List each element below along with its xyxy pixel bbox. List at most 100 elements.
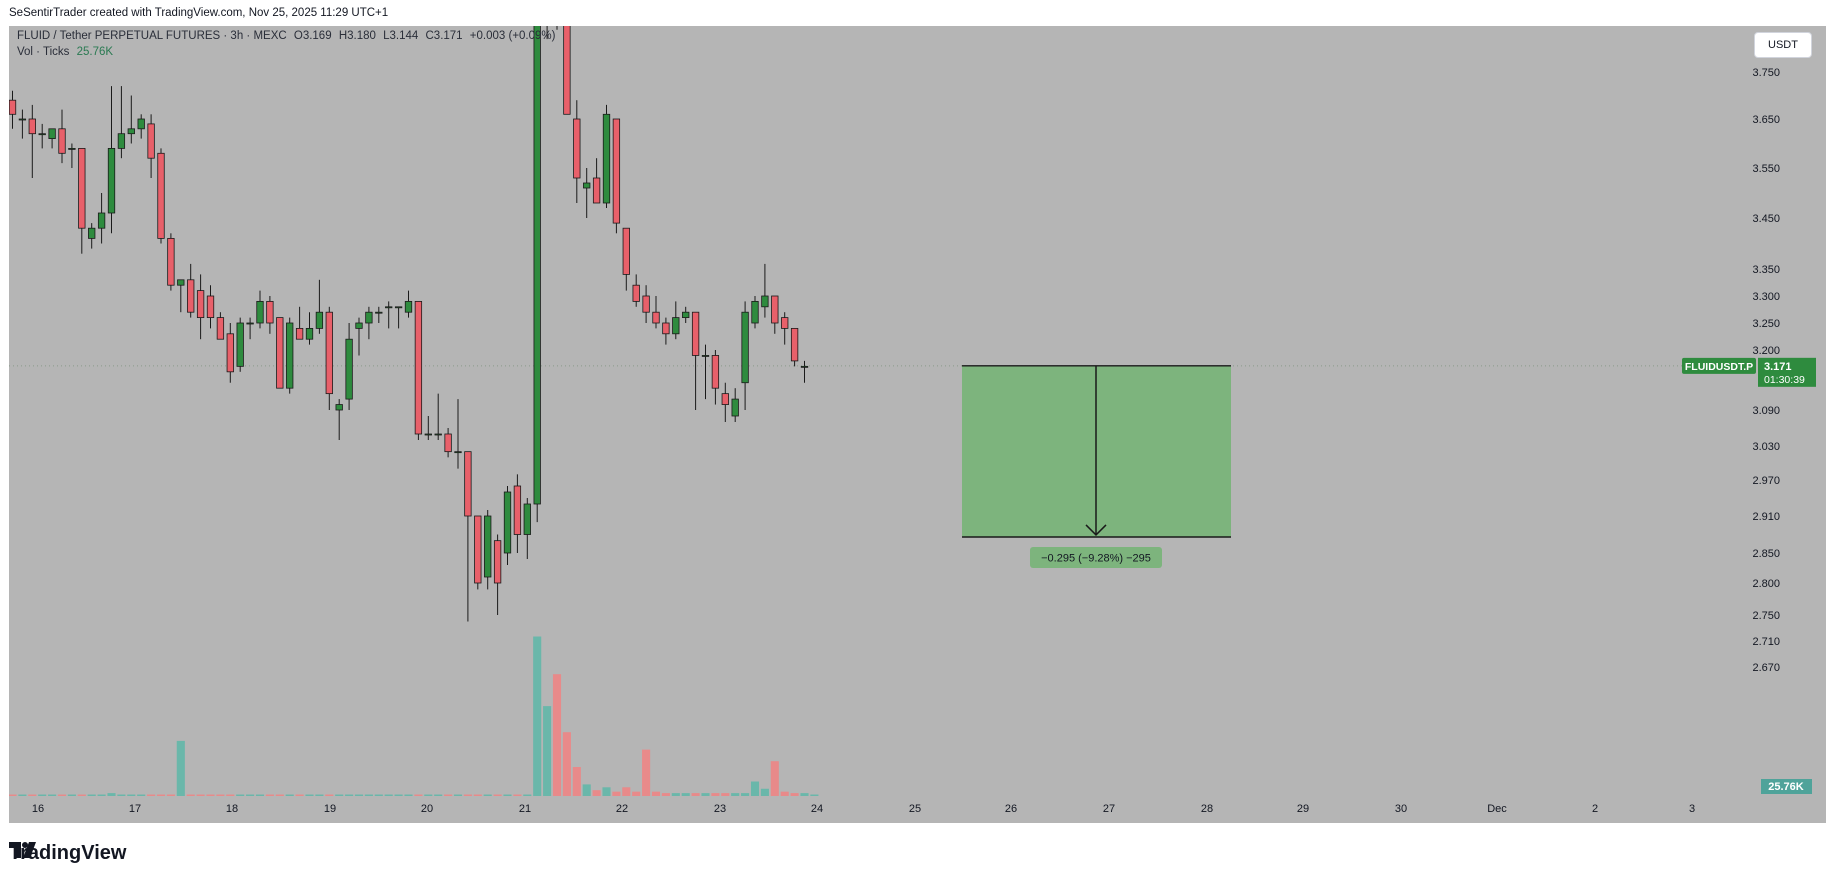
volume-bar <box>523 794 532 796</box>
change-value: +0.003 (+0.09%) <box>469 30 556 42</box>
candle <box>464 451 472 517</box>
chart-area[interactable]: −0.295 (−9.28%) −295 3.750 3.650 3.550 3.450… <box>9 26 1826 823</box>
volume-bar <box>38 794 47 796</box>
tradingview-wordmark: TradingView <box>9 842 127 864</box>
candle <box>662 322 670 335</box>
measure-label-bg <box>1030 546 1162 568</box>
volume-bar <box>552 674 562 796</box>
candle <box>88 227 96 239</box>
x-tick-label: 30 <box>1395 803 1407 815</box>
candle <box>157 152 165 239</box>
candle <box>414 300 423 435</box>
volume-bar <box>731 793 740 796</box>
candle <box>503 491 512 554</box>
candle <box>672 317 680 335</box>
candle <box>107 148 116 214</box>
candle <box>38 133 46 136</box>
volume-bar <box>642 749 651 796</box>
y-tick-label: 2.850 <box>1752 548 1780 560</box>
volume-bar <box>592 790 601 796</box>
volume-bar <box>483 794 492 796</box>
volume-bar <box>711 793 720 796</box>
candle <box>652 311 660 324</box>
volume-bar <box>9 794 17 796</box>
volume-bar <box>473 794 482 796</box>
symbol-title[interactable]: FLUID / Tether PERPETUAL FUTURES · 3h · … <box>17 30 287 42</box>
y-tick-label: 3.350 <box>1752 264 1780 276</box>
candle <box>18 118 27 121</box>
candle <box>305 327 314 340</box>
x-tick-label: 20 <box>421 803 433 815</box>
volume-bar <box>681 793 690 796</box>
candle <box>523 503 531 535</box>
volume-bar <box>107 793 116 796</box>
volume-bar <box>444 794 453 796</box>
candle <box>394 306 403 309</box>
volume-bar <box>226 794 235 796</box>
candle <box>573 118 581 179</box>
volume-bar <box>77 794 86 796</box>
candle <box>276 317 284 389</box>
candle <box>484 515 492 578</box>
candle <box>444 433 452 453</box>
y-tick-label: 2.750 <box>1752 610 1780 622</box>
candle <box>216 317 225 340</box>
volume-label[interactable]: Vol · Ticks <box>17 46 70 58</box>
volume-bar <box>770 761 779 796</box>
candle <box>385 306 393 309</box>
volume-tag <box>1761 779 1812 794</box>
candle <box>533 26 541 505</box>
volume-bar <box>750 781 760 796</box>
candle <box>206 295 215 319</box>
attribution-text: SeSentirTrader created with TradingView.… <box>9 7 389 19</box>
candle <box>404 300 413 313</box>
x-tick-label: 23 <box>714 803 726 815</box>
volume-bar <box>57 794 67 796</box>
candle <box>365 311 373 324</box>
volume-bar <box>176 740 185 796</box>
candle <box>226 333 234 373</box>
volume-bar <box>186 794 195 796</box>
candle <box>761 295 769 308</box>
x-tick-label: 3 <box>1689 803 1695 815</box>
candle <box>375 311 383 314</box>
volume-bar <box>612 791 621 796</box>
candle <box>295 327 304 340</box>
measure-arrow-head <box>1085 524 1107 537</box>
candle <box>48 128 56 140</box>
volume-bar <box>206 794 215 796</box>
volume-bar <box>582 784 591 796</box>
x-tick-label: 26 <box>1005 803 1017 815</box>
volume-bar <box>325 794 334 796</box>
candle <box>632 284 640 302</box>
volume-bar <box>434 794 443 796</box>
volume-bar <box>345 794 354 796</box>
x-tick-label: 24 <box>811 803 823 815</box>
candle <box>117 133 126 149</box>
candle <box>256 300 264 324</box>
candle <box>97 212 106 229</box>
volume-bar <box>137 794 146 796</box>
volume-bar <box>156 794 166 796</box>
volume-bar <box>493 794 502 796</box>
x-tick-label: 21 <box>519 803 531 815</box>
volume-bar <box>424 794 433 796</box>
low-value: L3.144 <box>383 30 419 42</box>
volume-bar <box>265 794 274 796</box>
candle <box>592 177 601 204</box>
volume-bar <box>48 794 57 796</box>
price-tag <box>1758 357 1816 387</box>
candle <box>315 311 324 329</box>
candle <box>583 182 591 189</box>
candle <box>682 311 690 319</box>
volume-bar <box>315 794 324 796</box>
currency-button[interactable]: USDT <box>1754 32 1812 58</box>
candle <box>622 227 630 275</box>
candle <box>345 338 353 400</box>
candle <box>642 295 650 313</box>
candle <box>9 99 17 115</box>
volume-bar <box>760 788 769 796</box>
candlestick-chart[interactable]: −0.295 (−9.28%) −295 3.750 3.650 3.550 3.450… <box>9 26 1826 823</box>
candle <box>28 118 36 135</box>
volume-bar <box>463 794 472 796</box>
